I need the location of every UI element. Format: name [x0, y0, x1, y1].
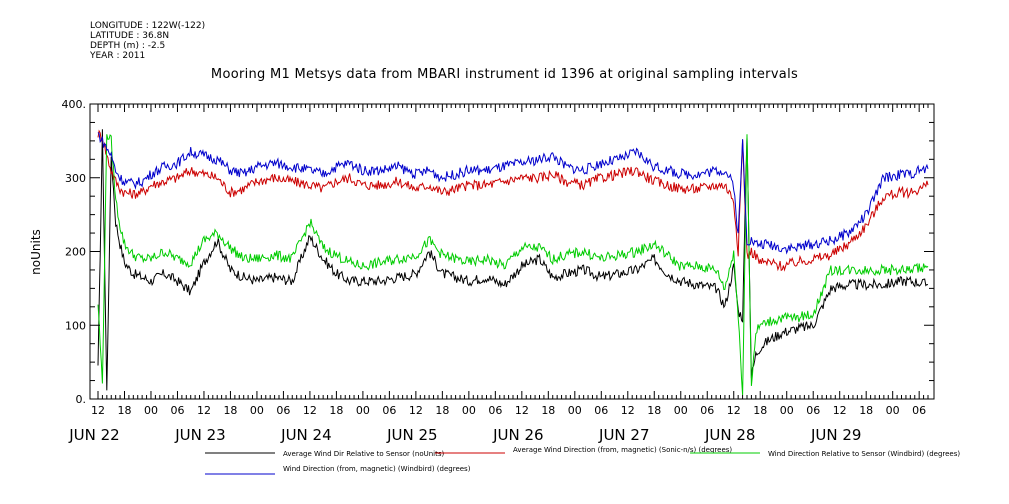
x-tick-label: 06: [700, 404, 714, 417]
x-tick-label: 18: [647, 404, 661, 417]
x-tick-label: 18: [435, 404, 449, 417]
legend-label: Average Wind Direction (from, magnetic) …: [513, 446, 732, 454]
x-tick-label: 12: [727, 404, 741, 417]
date-label: JUN 28: [704, 426, 755, 444]
x-tick-label: 06: [488, 404, 502, 417]
x-tick-label: 00: [780, 404, 794, 417]
date-label: JUN 24: [280, 426, 331, 444]
x-tick-label: 18: [753, 404, 767, 417]
date-label: JUN 29: [810, 426, 861, 444]
legend-label: Wind Direction (from, magnetic) (Windbir…: [283, 465, 471, 473]
series-layer: [97, 129, 929, 396]
series-line-2: [97, 129, 929, 272]
x-tick-label: 12: [409, 404, 423, 417]
plot-frame: [89, 103, 935, 400]
x-tick-label: 00: [886, 404, 900, 417]
x-tick-label: 18: [541, 404, 555, 417]
x-tick-label: 18: [117, 404, 131, 417]
date-label: JUN 22: [68, 426, 119, 444]
legend: Average Wind Dir Relative to Sensor (noU…: [205, 446, 960, 475]
y-axis-label: noUnits: [29, 229, 43, 275]
x-tick-label: 00: [462, 404, 476, 417]
axis-layer: 0. 100 200 300 400. 12 18 00 06 12 18 00 06 12 18 00 06 1…: [62, 98, 934, 444]
series-line-1: [97, 129, 929, 391]
y-tick-label: 300: [65, 172, 86, 185]
x-tick-label: 12: [197, 404, 211, 417]
x-tick-label: 00: [674, 404, 688, 417]
year-text: YEAR : 2011: [90, 51, 146, 61]
x-tick-label: 12: [303, 404, 317, 417]
x-tick-label: 06: [382, 404, 396, 417]
chart-title: Mooring M1 Metsys data from MBARI instru…: [210, 67, 799, 82]
x-tick-label: 06: [276, 404, 290, 417]
x-tick-label: 12: [833, 404, 847, 417]
legend-label: Wind Direction Relative to Sensor (Windb…: [768, 450, 960, 458]
y-tick-label: 400.: [62, 98, 87, 111]
metadata-block: LONGITUDE : 122W(-122) LATITUDE : 36.8N …: [90, 21, 205, 61]
y-tick-label: 200: [65, 246, 86, 259]
x-tick-label: 18: [223, 404, 237, 417]
x-tick-label: 00: [568, 404, 582, 417]
date-label: JUN 26: [492, 426, 543, 444]
series-line-4: [97, 132, 929, 255]
date-label: JUN 25: [386, 426, 437, 444]
x-tick-label: 18: [329, 404, 343, 417]
x-tick-label: 12: [515, 404, 529, 417]
x-tick-label: 06: [912, 404, 926, 417]
x-tick-label: 06: [170, 404, 184, 417]
x-tick-label: 12: [91, 404, 105, 417]
date-label: JUN 23: [174, 426, 225, 444]
latitude-text: LATITUDE : 36.8N: [90, 31, 170, 41]
x-tick-label: 06: [806, 404, 820, 417]
legend-label: Average Wind Dir Relative to Sensor (noU…: [283, 450, 444, 458]
y-tick-label: 100: [65, 319, 86, 332]
x-tick-label: 00: [144, 404, 158, 417]
longitude-text: LONGITUDE : 122W(-122): [90, 21, 206, 31]
x-tick-label: 12: [621, 404, 635, 417]
x-tick-label: 00: [356, 404, 370, 417]
series-line-3: [97, 134, 929, 396]
x-tick-label: 18: [859, 404, 873, 417]
x-tick-label: 00: [250, 404, 264, 417]
y-tick-label: 0.: [76, 393, 87, 406]
date-label: JUN 27: [598, 426, 649, 444]
depth-text: DEPTH (m) : -2.5: [90, 41, 166, 51]
x-tick-label: 06: [594, 404, 608, 417]
